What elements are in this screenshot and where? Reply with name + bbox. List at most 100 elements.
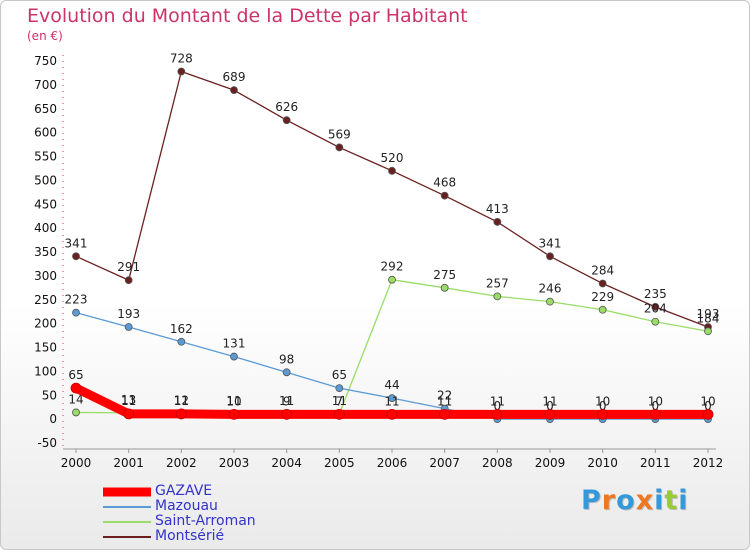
legend-swatch-mazouau: [103, 506, 151, 508]
data-label-gazave: 65: [68, 368, 83, 382]
x-tick-label: 2003: [219, 456, 250, 470]
x-tick-label: 2001: [113, 456, 144, 470]
legend-swatch-saint-arroman: [103, 521, 151, 523]
x-tick-label: 2007: [429, 456, 460, 470]
logo-letter: o: [616, 485, 636, 516]
data-point-mazouau: [230, 352, 238, 361]
data-point-saint-arroman: [704, 327, 712, 336]
data-point-gazave: [333, 408, 345, 420]
logo-letter: r: [601, 485, 617, 516]
series-line-montserie: [75, 70, 709, 328]
data-point-gazave: [702, 408, 714, 420]
data-point-mazouau: [335, 384, 344, 392]
logo-letter: t: [664, 485, 679, 516]
data-point-gazave: [70, 382, 82, 394]
data-point-gazave: [491, 408, 503, 420]
series-montserie: 341 291 728 689 626 569 520 468 413 341 284 235 193: [65, 52, 720, 331]
y-tick-label: 350: [34, 245, 57, 259]
data-label-saint-arroman: 184: [697, 311, 720, 325]
data-point-saint-arroman: [651, 317, 660, 326]
data-label-montserie: 520: [381, 151, 404, 165]
y-tick-label: 600: [34, 126, 57, 140]
data-label-saint-arroman: 204: [644, 302, 667, 316]
y-tick-label: -50: [37, 436, 57, 450]
data-label-gazave: 11: [121, 394, 136, 408]
x-tick-label: 2008: [482, 456, 513, 470]
data-label-gazave: 9: [283, 394, 291, 408]
data-point-saint-arroman: [546, 297, 554, 306]
data-label-saint-arroman: 12: [174, 393, 189, 407]
data-label-mazouau: 22: [437, 389, 452, 403]
data-point-montserie: [546, 252, 554, 261]
data-label-montserie: 689: [223, 70, 246, 84]
data-point-mazouau: [72, 308, 80, 317]
y-tick-label: 250: [34, 293, 57, 307]
data-point-montserie: [388, 166, 396, 175]
x-tick-label: 2004: [271, 456, 302, 470]
data-label-montserie: 341: [539, 236, 562, 250]
data-point-montserie: [598, 279, 607, 288]
y-tick-label: 450: [34, 197, 57, 211]
data-point-gazave: [228, 408, 240, 420]
y-axis-unit-label: (en €): [27, 29, 63, 43]
data-label-saint-arroman: 275: [433, 268, 456, 282]
proxiti-logo: Proxiti: [581, 485, 689, 516]
data-label-gazave: 7: [336, 394, 344, 408]
data-point-mazouau: [177, 337, 186, 346]
data-point-gazave: [597, 408, 609, 420]
data-label-montserie: 193: [697, 307, 720, 321]
legend-swatch-gazave: [103, 487, 151, 497]
data-label-mazouau: 98: [279, 352, 294, 366]
data-label-mazouau: 0: [599, 399, 607, 413]
data-label-saint-arroman: 11: [226, 394, 241, 408]
data-point-montserie: [230, 86, 238, 95]
data-label-mazouau: 223: [65, 293, 88, 307]
data-label-gazave: 11: [542, 394, 557, 408]
data-label-mazouau: 0: [546, 399, 554, 413]
data-point-montserie: [124, 276, 133, 285]
data-label-gazave: 11: [174, 394, 189, 408]
data-label-mazouau: 0: [652, 399, 660, 413]
data-point-gazave: [123, 408, 135, 420]
data-point-montserie: [177, 67, 186, 76]
data-label-saint-arroman: 13: [121, 393, 136, 407]
legend-label-saint-arroman: Saint-Arroman: [155, 513, 256, 529]
data-point-mazouau: [282, 368, 291, 377]
data-label-gazave: 10: [595, 394, 610, 408]
logo-letter: P: [581, 485, 602, 516]
y-tick-label: 700: [34, 78, 57, 92]
x-tick-label: 2006: [377, 456, 408, 470]
data-point-mazouau: [388, 394, 396, 403]
legend-label-mazouau: Mazouau: [155, 498, 218, 514]
y-tick-label: 0: [49, 412, 57, 426]
data-label-gazave: 11: [437, 394, 452, 408]
data-label-saint-arroman: 229: [591, 290, 614, 304]
y-tick-label: 300: [34, 269, 57, 283]
x-tick-label: 2011: [640, 456, 671, 470]
y-tick-label: 650: [34, 102, 57, 116]
data-label-montserie: 468: [433, 176, 456, 190]
data-label-montserie: 284: [591, 264, 614, 278]
data-point-montserie: [440, 191, 449, 200]
data-label-montserie: 569: [328, 127, 351, 141]
data-point-montserie: [493, 218, 502, 226]
data-point-montserie: [335, 143, 344, 152]
data-point-mazouau: [124, 323, 133, 331]
data-label-gazave: 10: [648, 394, 663, 408]
y-tick-label: 50: [42, 388, 57, 402]
data-label-gazave: 11: [384, 394, 399, 408]
data-point-saint-arroman: [598, 305, 607, 314]
y-tick-label: 500: [34, 173, 57, 187]
x-tick-label: 2000: [61, 456, 92, 470]
x-tick-label: 2012: [693, 456, 724, 470]
x-tick-label: 2002: [166, 456, 197, 470]
data-label-mazouau: 44: [384, 378, 399, 392]
logo-letter: x: [635, 485, 655, 516]
data-label-gazave: 10: [700, 394, 715, 408]
data-point-saint-arroman: [440, 283, 449, 292]
data-point-saint-arroman: [72, 408, 80, 417]
logo-letter: i: [654, 485, 665, 516]
logo-letter: i: [678, 485, 689, 516]
